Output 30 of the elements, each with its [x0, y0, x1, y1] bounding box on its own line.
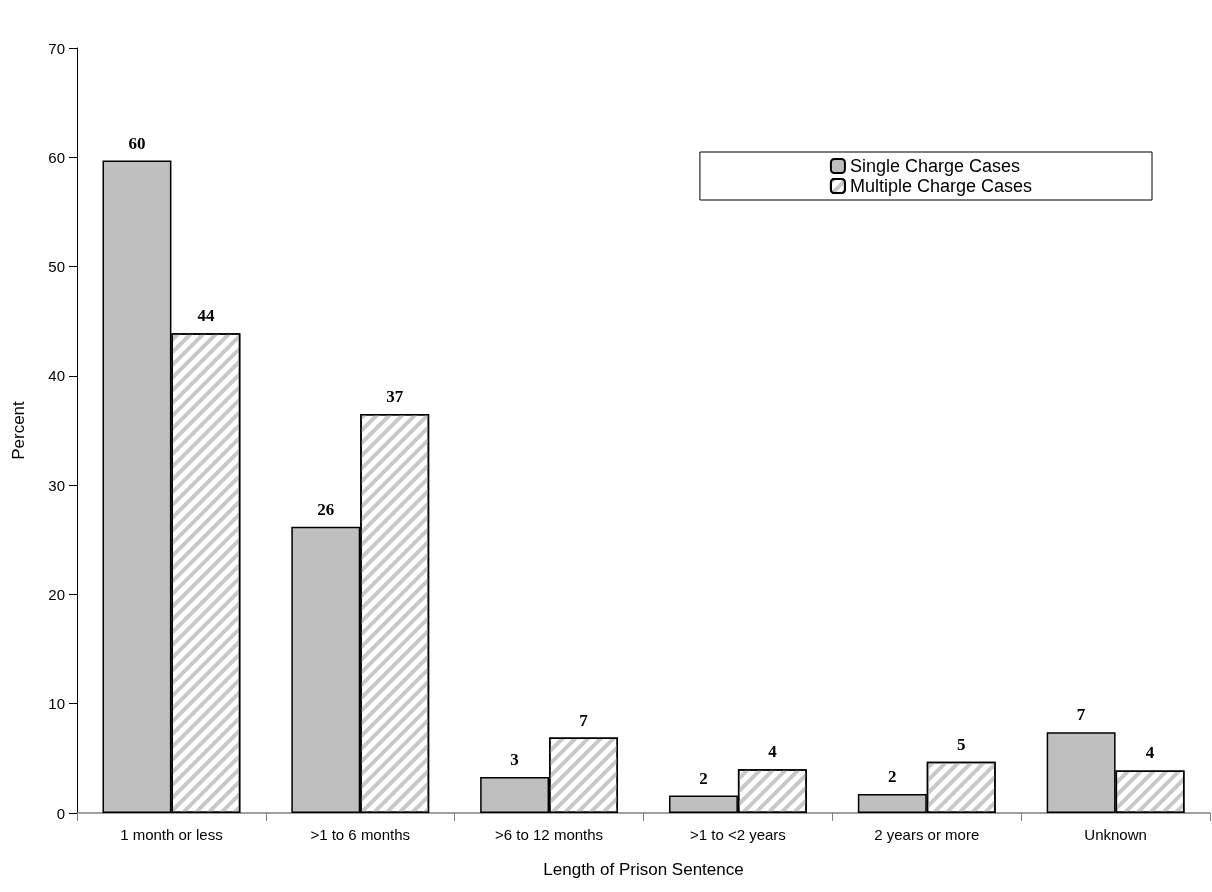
- data-label: 4: [1145, 743, 1155, 763]
- data-label: 2: [888, 766, 897, 786]
- legend-label: Multiple Charge Cases: [849, 176, 1033, 196]
- data-label: 3: [510, 749, 519, 769]
- x-tick-label: >6 to 12 months: [495, 826, 604, 843]
- x-tick-label: >1 to <2 years: [689, 826, 786, 843]
- x-tick-label: Unknown: [1084, 826, 1147, 843]
- y-tick-label: 50: [48, 258, 65, 276]
- y-tick-label: 20: [48, 585, 65, 603]
- data-label: 26: [317, 499, 335, 519]
- data-label: 7: [1076, 705, 1086, 725]
- y-tick-label: 10: [48, 695, 65, 713]
- y-tick-label: 70: [48, 39, 65, 57]
- data-label: 5: [956, 734, 966, 754]
- data-label: 60: [128, 133, 146, 153]
- data-label: 4: [768, 742, 778, 762]
- data-label: 7: [579, 710, 589, 730]
- x-axis-title: Length of Prison Sentence: [543, 860, 744, 879]
- y-tick-label: 30: [48, 476, 65, 494]
- x-tick-label: >1 to 6 months: [310, 826, 411, 843]
- data-label: 44: [197, 306, 215, 326]
- x-tick-label: 1 month or less: [120, 826, 223, 843]
- y-tick-label: 40: [48, 367, 65, 385]
- legend-label: Single Charge Cases: [849, 156, 1021, 176]
- data-label: 2: [699, 768, 708, 788]
- data-label: 37: [386, 387, 404, 407]
- y-axis-title: Percent: [9, 400, 28, 460]
- y-tick-label: 60: [48, 148, 65, 166]
- x-tick-label: 2 years or more: [874, 826, 980, 843]
- y-tick-label: 0: [56, 804, 65, 822]
